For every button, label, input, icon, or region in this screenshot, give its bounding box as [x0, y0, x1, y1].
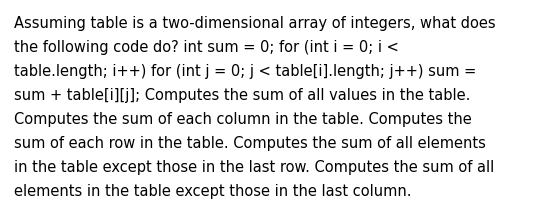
Text: in the table except those in the last row. Computes the sum of all: in the table except those in the last ro… [14, 160, 494, 175]
Text: Assuming table is a two-dimensional array of integers, what does: Assuming table is a two-dimensional arra… [14, 16, 496, 31]
Text: the following code do? int sum = 0; for (int i = 0; i <: the following code do? int sum = 0; for … [14, 40, 399, 55]
Text: sum + table[i][j]; Computes the sum of all values in the table.: sum + table[i][j]; Computes the sum of a… [14, 88, 470, 103]
Text: Computes the sum of each column in the table. Computes the: Computes the sum of each column in the t… [14, 112, 472, 127]
Text: table.length; i++) for (int j = 0; j < table[i].length; j++) sum =: table.length; i++) for (int j = 0; j < t… [14, 64, 476, 79]
Text: elements in the table except those in the last column.: elements in the table except those in th… [14, 184, 411, 199]
Text: sum of each row in the table. Computes the sum of all elements: sum of each row in the table. Computes t… [14, 136, 486, 151]
